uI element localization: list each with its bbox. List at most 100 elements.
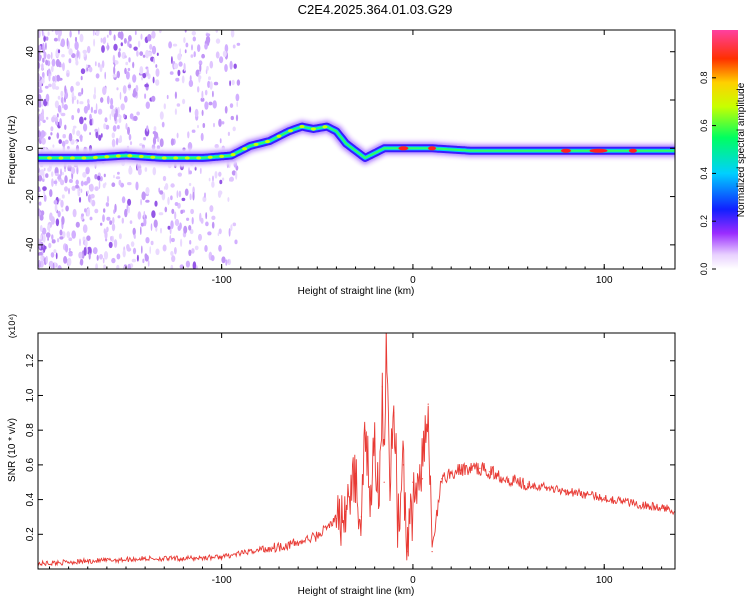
noise-speck bbox=[164, 206, 168, 213]
noise-speck bbox=[127, 84, 132, 89]
noise-speck bbox=[188, 249, 192, 256]
noise-speck bbox=[209, 60, 214, 69]
noise-speck bbox=[133, 46, 138, 51]
noise-speck bbox=[42, 186, 47, 192]
noise-speck bbox=[40, 210, 45, 216]
noise-speck bbox=[83, 181, 89, 186]
noise-speck bbox=[185, 260, 190, 268]
noise-speck bbox=[159, 138, 164, 148]
noise-speck bbox=[191, 129, 196, 133]
snr-point bbox=[406, 551, 408, 553]
noise-speck bbox=[155, 64, 158, 68]
noise-speck bbox=[132, 227, 136, 236]
noise-speck bbox=[176, 190, 179, 199]
noise-speck bbox=[61, 171, 64, 176]
noise-speck bbox=[122, 85, 127, 94]
noise-speck bbox=[144, 253, 148, 259]
colorbar-label: Normalized spectral amplitude bbox=[736, 82, 747, 217]
noise-speck bbox=[145, 187, 150, 195]
noise-speck bbox=[177, 172, 182, 177]
noise-speck bbox=[48, 73, 51, 82]
snr-point bbox=[370, 499, 372, 501]
hotspot bbox=[219, 154, 225, 158]
noise-speck bbox=[191, 248, 195, 254]
noise-speck bbox=[126, 244, 130, 251]
noise-speck bbox=[208, 76, 211, 81]
noise-speck bbox=[181, 197, 186, 202]
noise-speck bbox=[79, 116, 84, 125]
x-tick-label: -100 bbox=[212, 575, 232, 586]
noise-speck bbox=[67, 146, 70, 150]
noise-speck bbox=[170, 195, 173, 201]
snr-marks bbox=[38, 333, 675, 567]
noise-speck bbox=[192, 36, 196, 42]
noise-speck bbox=[214, 171, 218, 179]
noise-speck bbox=[206, 65, 209, 71]
noise-speck bbox=[143, 137, 147, 141]
noise-speck bbox=[208, 101, 213, 106]
noise-speck bbox=[45, 59, 49, 66]
hotspot bbox=[628, 148, 637, 153]
noise-speck bbox=[79, 238, 81, 247]
noise-speck bbox=[144, 167, 148, 172]
noise-speck bbox=[68, 252, 73, 257]
noise-speck bbox=[78, 51, 81, 60]
noise-speck bbox=[129, 43, 132, 49]
snr-point bbox=[68, 561, 70, 563]
snr-point bbox=[546, 486, 548, 488]
noise-speck bbox=[113, 43, 118, 51]
noise-speck bbox=[38, 175, 43, 182]
noise-speck bbox=[85, 166, 90, 175]
noise-speck bbox=[50, 216, 55, 225]
noise-speck bbox=[197, 86, 200, 93]
noise-speck bbox=[119, 91, 122, 100]
noise-speck bbox=[56, 132, 60, 139]
noise-speck bbox=[219, 138, 222, 144]
noise-speck bbox=[51, 234, 54, 241]
noise-speck bbox=[83, 246, 87, 256]
snr-point bbox=[221, 556, 223, 558]
snr-point bbox=[479, 467, 481, 469]
noise-speck bbox=[201, 90, 204, 99]
hotspot bbox=[398, 146, 409, 151]
noise-speck bbox=[53, 37, 58, 42]
noise-speck bbox=[81, 213, 84, 217]
noise-speck bbox=[63, 256, 68, 264]
noise-speck bbox=[64, 243, 69, 253]
noise-speck bbox=[148, 51, 153, 57]
noise-speck bbox=[57, 105, 62, 113]
noise-speck bbox=[59, 118, 62, 127]
noise-speck bbox=[183, 62, 186, 72]
spectrogram-axes: -100 0 100 -40 -20 0 20 40 bbox=[25, 30, 675, 286]
noise-speck bbox=[127, 40, 130, 47]
noise-speck bbox=[167, 225, 171, 230]
noise-speck bbox=[106, 95, 110, 105]
noise-speck bbox=[232, 126, 236, 132]
noise-speck bbox=[197, 44, 201, 52]
noise-speck bbox=[79, 134, 83, 143]
noise-speck bbox=[164, 183, 169, 190]
noise-speck bbox=[127, 198, 132, 206]
noise-speck bbox=[75, 179, 79, 186]
y-tick-label: 20 bbox=[25, 94, 36, 106]
noise-speck bbox=[71, 53, 76, 59]
spectrogram-xlabel: Height of straight line (km) bbox=[298, 286, 415, 297]
noise-speck bbox=[59, 229, 63, 236]
noise-speck bbox=[54, 86, 60, 90]
noise-speck bbox=[58, 139, 62, 144]
noise-speck bbox=[57, 95, 61, 100]
snr-point bbox=[402, 464, 404, 466]
noise-speck bbox=[145, 199, 150, 203]
snr-point bbox=[393, 412, 395, 414]
noise-speck bbox=[114, 60, 119, 65]
noise-speck bbox=[174, 202, 179, 206]
noise-speck bbox=[72, 125, 77, 129]
noise-speck bbox=[137, 167, 142, 176]
noise-speck bbox=[174, 218, 180, 227]
noise-speck bbox=[127, 126, 130, 135]
noise-speck bbox=[192, 261, 197, 269]
noise-speck bbox=[55, 252, 58, 260]
noise-speck bbox=[113, 239, 118, 248]
noise-speck bbox=[103, 264, 106, 269]
